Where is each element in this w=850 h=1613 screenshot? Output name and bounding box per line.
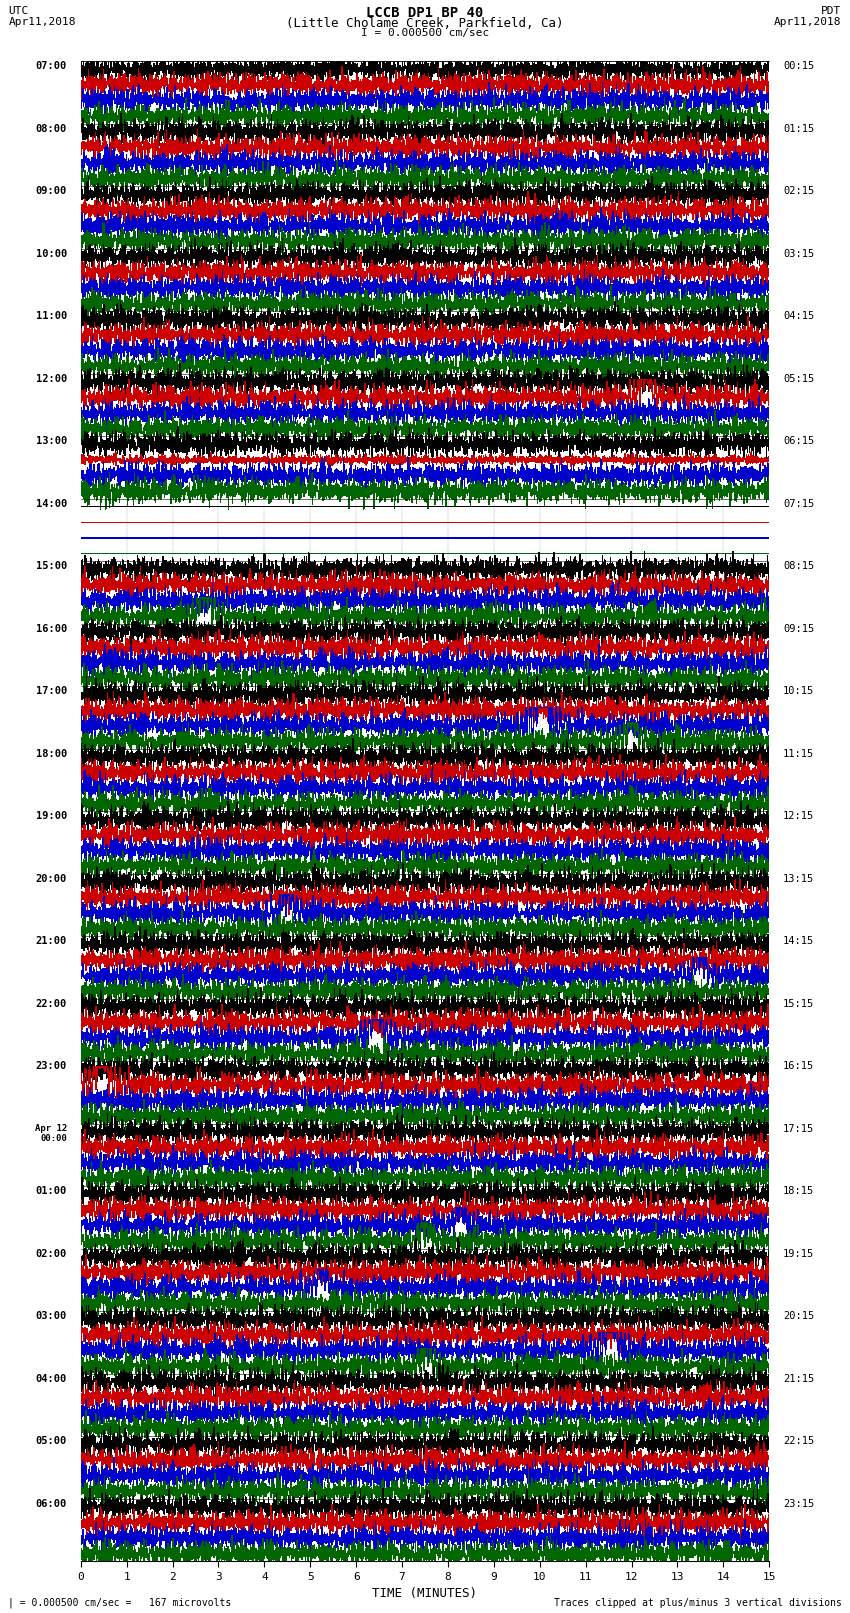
Text: 08:15: 08:15 [783, 561, 814, 571]
Text: 02:00: 02:00 [36, 1248, 67, 1258]
Text: 16:00: 16:00 [36, 624, 67, 634]
Text: 23:15: 23:15 [783, 1498, 814, 1508]
Text: 09:00: 09:00 [36, 187, 67, 197]
Text: 17:15: 17:15 [783, 1124, 814, 1134]
Text: 19:00: 19:00 [36, 811, 67, 821]
Text: 20:00: 20:00 [36, 874, 67, 884]
Text: 12:15: 12:15 [783, 811, 814, 821]
Text: 13:15: 13:15 [783, 874, 814, 884]
Text: 21:00: 21:00 [36, 936, 67, 947]
Text: 04:00: 04:00 [36, 1374, 67, 1384]
Text: 19:15: 19:15 [783, 1248, 814, 1258]
Text: 05:15: 05:15 [783, 374, 814, 384]
Text: 12:00: 12:00 [36, 374, 67, 384]
Text: 04:15: 04:15 [783, 311, 814, 321]
Text: 02:15: 02:15 [783, 187, 814, 197]
Text: 18:00: 18:00 [36, 748, 67, 758]
Text: 14:15: 14:15 [783, 936, 814, 947]
Text: 21:15: 21:15 [783, 1374, 814, 1384]
Text: 16:15: 16:15 [783, 1061, 814, 1071]
Text: PDT: PDT [821, 5, 842, 16]
Text: UTC: UTC [8, 5, 29, 16]
Text: 13:00: 13:00 [36, 437, 67, 447]
Text: 01:00: 01:00 [36, 1187, 67, 1197]
Text: 18:15: 18:15 [783, 1187, 814, 1197]
Text: 10:15: 10:15 [783, 687, 814, 697]
Text: Apr11,2018: Apr11,2018 [8, 18, 76, 27]
Text: 20:15: 20:15 [783, 1311, 814, 1321]
Text: 03:00: 03:00 [36, 1311, 67, 1321]
Text: 06:00: 06:00 [36, 1498, 67, 1508]
Text: 11:15: 11:15 [783, 748, 814, 758]
Text: 22:15: 22:15 [783, 1437, 814, 1447]
Text: 17:00: 17:00 [36, 687, 67, 697]
Text: 09:15: 09:15 [783, 624, 814, 634]
Text: 22:00: 22:00 [36, 998, 67, 1008]
Text: 15:15: 15:15 [783, 998, 814, 1008]
Text: Traces clipped at plus/minus 3 vertical divisions: Traces clipped at plus/minus 3 vertical … [553, 1598, 842, 1608]
Text: 03:15: 03:15 [783, 248, 814, 258]
Text: I = 0.000500 cm/sec: I = 0.000500 cm/sec [361, 29, 489, 39]
Text: 14:00: 14:00 [36, 498, 67, 508]
Text: 23:00: 23:00 [36, 1061, 67, 1071]
Text: 07:00: 07:00 [36, 61, 67, 71]
Text: (Little Cholame Creek, Parkfield, Ca): (Little Cholame Creek, Parkfield, Ca) [286, 18, 564, 31]
Text: 01:15: 01:15 [783, 124, 814, 134]
Text: 11:00: 11:00 [36, 311, 67, 321]
Text: 15:00: 15:00 [36, 561, 67, 571]
Text: 00:15: 00:15 [783, 61, 814, 71]
Text: 10:00: 10:00 [36, 248, 67, 258]
X-axis label: TIME (MINUTES): TIME (MINUTES) [372, 1587, 478, 1600]
Text: Apr 12
00:00: Apr 12 00:00 [35, 1124, 67, 1144]
Text: LCCB DP1 BP 40: LCCB DP1 BP 40 [366, 5, 484, 19]
Text: 07:15: 07:15 [783, 498, 814, 508]
Text: 06:15: 06:15 [783, 437, 814, 447]
Text: Apr11,2018: Apr11,2018 [774, 18, 842, 27]
Text: 05:00: 05:00 [36, 1437, 67, 1447]
Text: 08:00: 08:00 [36, 124, 67, 134]
Text: | = 0.000500 cm/sec =   167 microvolts: | = 0.000500 cm/sec = 167 microvolts [8, 1597, 232, 1608]
